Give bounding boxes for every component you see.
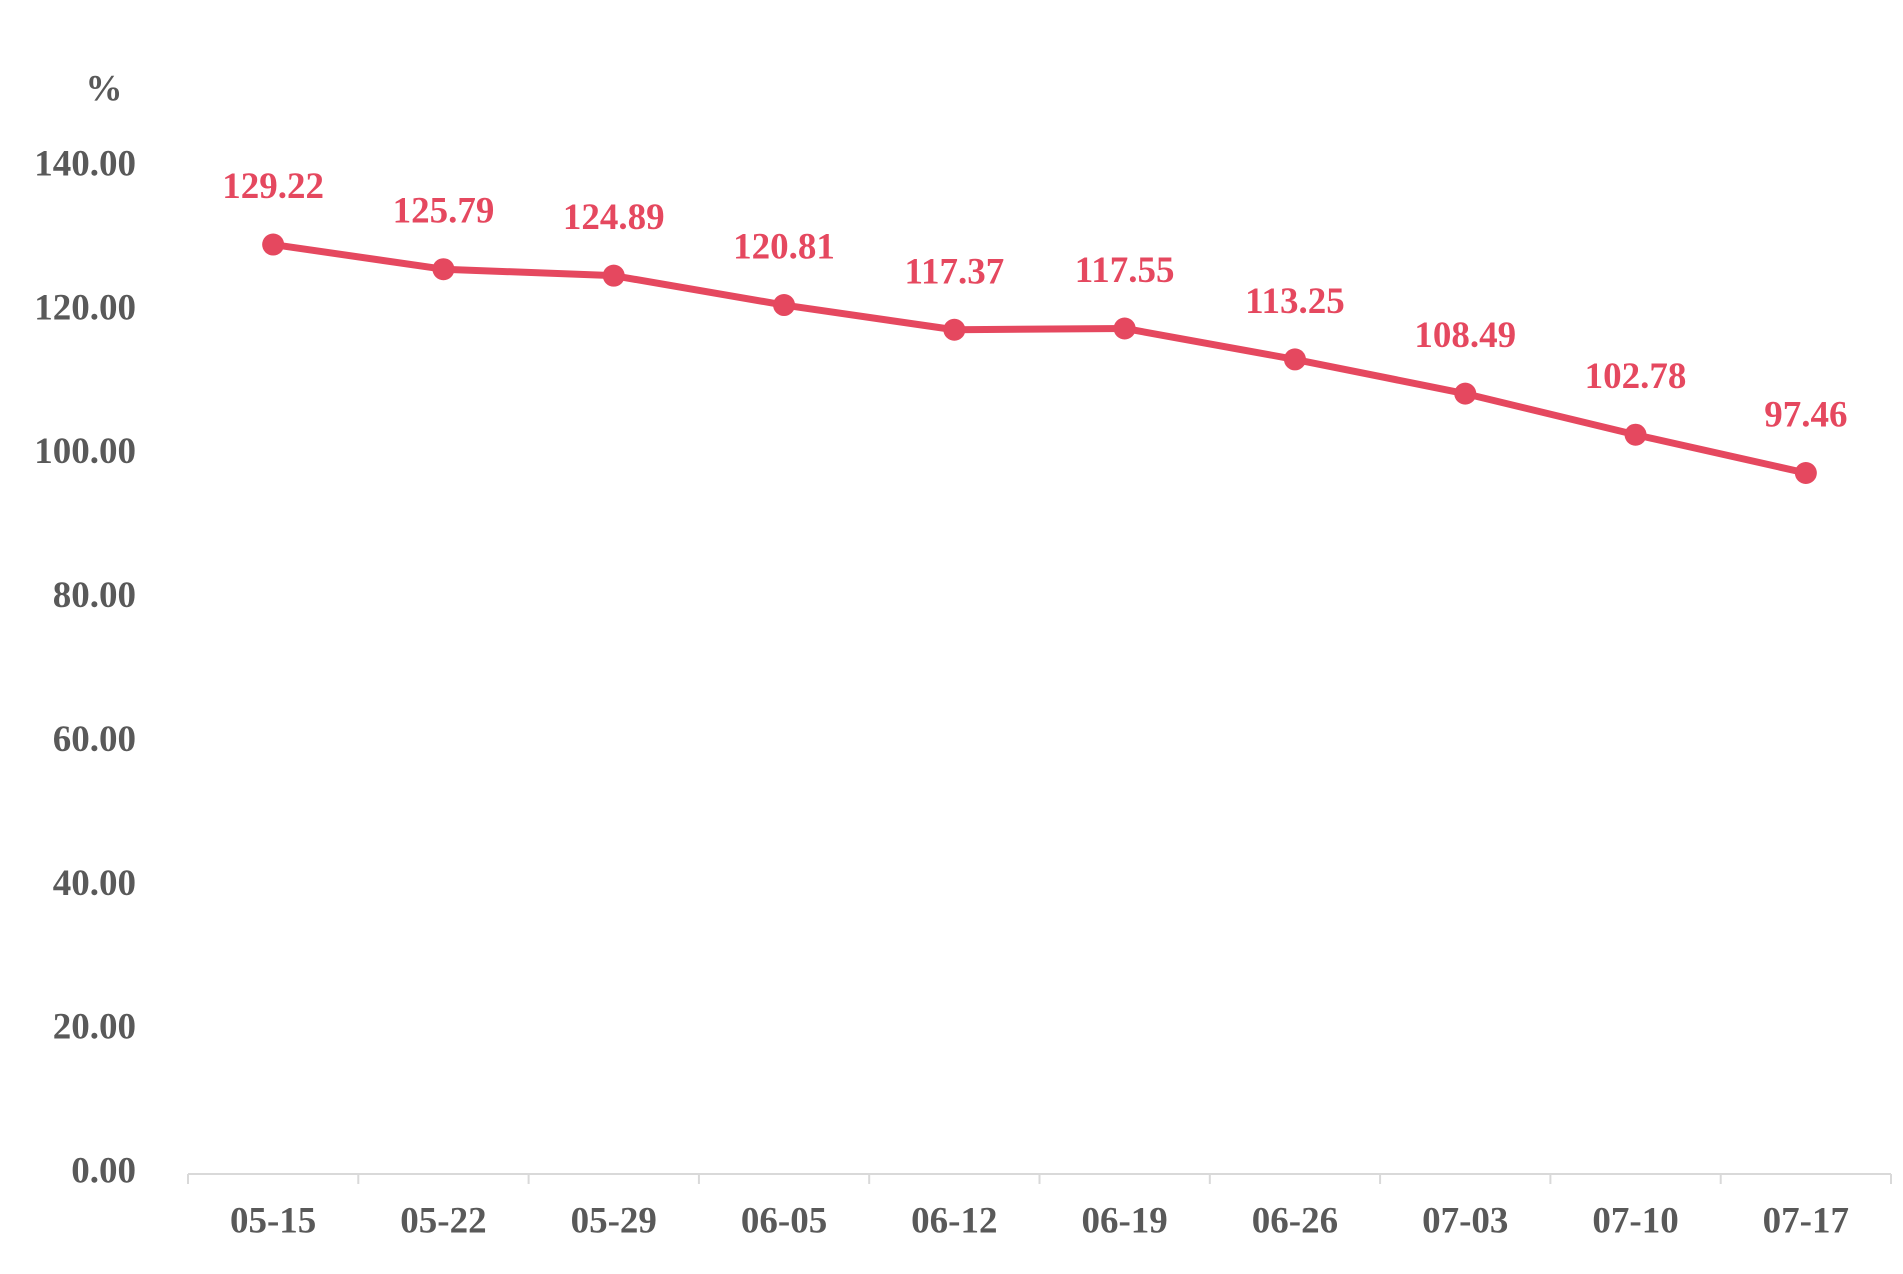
data-point: [1454, 382, 1477, 405]
x-tick-label: 05-15: [230, 1200, 316, 1241]
data-label: 113.25: [1245, 281, 1345, 322]
data-point: [773, 294, 796, 317]
data-line: [272, 241, 1807, 477]
x-tick-label: 05-29: [571, 1200, 657, 1241]
data-label: 129.22: [222, 166, 324, 207]
y-tick-label: 120.00: [34, 287, 136, 328]
data-point: [602, 264, 625, 287]
data-point: [262, 233, 285, 256]
x-tick-label: 07-10: [1592, 1200, 1678, 1241]
x-tick-label: 06-12: [911, 1200, 997, 1241]
y-tick-label: 40.00: [53, 863, 136, 904]
data-label: 117.55: [1075, 250, 1175, 291]
data-label: 117.37: [904, 251, 1004, 292]
data-point: [1283, 348, 1306, 371]
data-label: 108.49: [1414, 315, 1516, 356]
data-label: 125.79: [393, 191, 495, 232]
y-tick-label: 60.00: [53, 719, 136, 760]
data-label: 124.89: [563, 197, 665, 238]
data-point: [432, 258, 455, 281]
x-tick-label: 05-22: [400, 1200, 486, 1241]
data-label: 120.81: [733, 227, 835, 268]
data-label: 102.78: [1585, 356, 1687, 397]
x-tick-label: 07-03: [1422, 1200, 1508, 1241]
y-tick-label: 0.00: [71, 1150, 136, 1191]
y-tick-label: 20.00: [53, 1007, 136, 1048]
x-tick-label: 06-19: [1081, 1200, 1167, 1241]
data-point: [1624, 423, 1647, 446]
x-tick-label: 06-26: [1252, 1200, 1338, 1241]
y-tick-label: 140.00: [34, 143, 136, 184]
data-point: [1113, 317, 1136, 340]
y-tick-label: 80.00: [53, 575, 136, 616]
x-tick-label: 07-17: [1763, 1200, 1849, 1241]
y-tick-label: 100.00: [34, 431, 136, 472]
data-point: [1794, 461, 1817, 484]
data-point: [943, 318, 966, 341]
x-tick-label: 06-05: [741, 1200, 827, 1241]
data-label: 97.46: [1764, 394, 1847, 435]
y-axis-label: %: [86, 68, 123, 109]
